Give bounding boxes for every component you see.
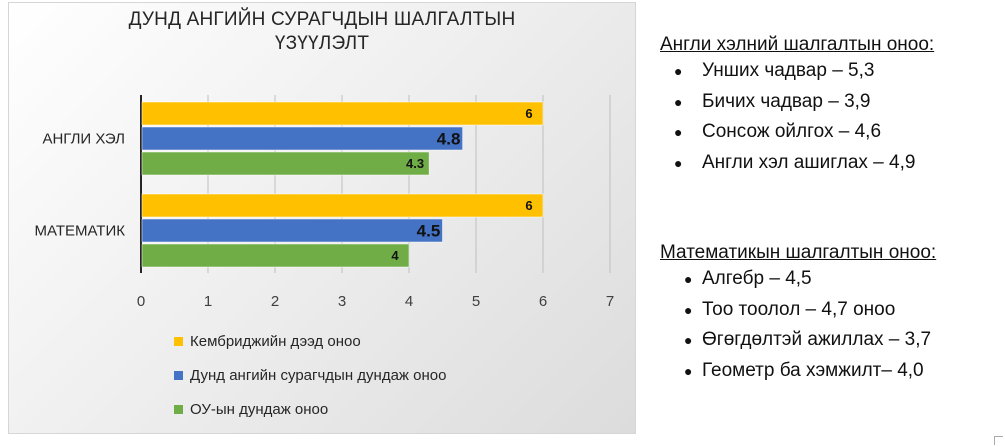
bar [141,243,410,268]
bullet-icon: ● [684,301,693,318]
bullet-icon: ● [674,93,683,110]
list-item: ● Тоо тоолол – 4,7 оноо [660,295,936,326]
list-item: ● Геометр ба хэмжилт– 4,0 [660,356,936,387]
bullet-icon: ● [674,63,683,79]
category-label: АНГЛИ ХЭЛ [42,131,125,148]
math-score-item-1: Алгебр – 4,5 [702,268,812,289]
category-label: МАТЕМАТИК [34,223,125,240]
english-score-item-3: Сонсож ойлгох – 4,6 [702,121,882,142]
bullet-icon: ● [674,124,683,140]
bullet-icon: ● [684,332,693,348]
data-label: 6 [525,198,532,213]
legend-item-international-average: ОУ-ын дундаж оноо [174,399,328,419]
bar-chart-plot: 0 1 2 3 4 5 6 7 6 4.8 4.3 АНГЛИ ХЭЛ 6 4.5 4 МАТЕМАТИК [34,95,614,310]
corner-mark [994,436,1003,445]
english-score-item-2: Бичих чадвар – 3,9 [702,90,871,112]
legend-label-cambridge: Кембриджийн дээд оноо [190,332,361,350]
english-scores-heading: Англи хэлний шалгалтын оноо: [660,34,935,55]
bar [141,101,544,126]
list-item: ● Англи хэл ашиглах – 4,9 [660,148,934,179]
legend-item-school-average: Дунд ангийн сурагчдын дундаж оноо [174,365,446,385]
math-scores-list: ● Алгебр – 4,5 ● Тоо тоолол – 4,7 оноо ● Өг… [660,264,936,386]
math-score-item-2: Тоо тоолол – 4,7 оноо [702,298,896,320]
bar [141,126,463,151]
bullet-icon: ● [684,271,693,287]
chart-title-line-2: ҮЗҮҮЛЭЛТ [274,33,370,54]
english-scores-list: ● Унших чадвар – 5,3 ● Бичих чадвар – 3,9 … [660,56,934,178]
list-item: ● Сонсож ойлгох – 4,6 [660,117,934,148]
list-item: ● Алгебр – 4,5 [660,264,936,295]
list-item: ● Өгөгдөлтэй ажиллах – 3,7 [660,325,936,356]
english-score-item-4: Англи хэл ашиглах – 4,9 [702,151,916,173]
legend-label-school-average: Дунд ангийн сурагчдын дундаж оноо [190,366,447,384]
english-score-item-1: Унших чадвар – 5,3 [702,60,875,81]
data-label: 4.8 [437,130,461,149]
data-label: 4.3 [406,156,424,171]
x-tick-label: 2 [271,293,279,310]
x-tick-label: 7 [606,293,614,310]
math-score-item-4: Геометр ба хэмжилт– 4,0 [702,359,924,381]
english-scores-block: Англи хэлний шалгалтын оноо: ● Унших чадв… [660,34,934,178]
data-label: 4.5 [417,222,441,241]
legend-swatch-cambridge [174,336,183,346]
chart-panel: ДУНД АНГИЙН СУРАГЧДЫН ШАЛГАЛТЫН ҮЗҮҮЛЭЛТ… [8,2,636,434]
math-score-item-3: Өгөгдөлтэй ажиллах – 3,7 [702,329,932,350]
x-tick-label: 3 [338,293,346,310]
data-label: 4 [391,248,399,263]
x-tick-label: 1 [204,293,212,310]
bar [141,193,544,218]
legend-swatch-school-average [174,370,183,380]
legend-swatch-international-average [174,404,183,414]
bar [141,151,430,176]
x-tick-label: 5 [472,293,480,310]
legend-item-cambridge: Кембриджийн дээд оноо [174,331,361,351]
bar [141,218,443,243]
math-scores-block: Математикын шалгалтын оноо: ● Алгебр – 4,… [660,242,936,386]
bullet-icon: ● [674,154,683,171]
x-tick-label: 4 [405,293,413,310]
x-tick-label: 6 [539,293,547,310]
chart-title-line-1: ДУНД АНГИЙН СУРАГЧДЫН ШАЛГАЛТЫН [128,9,516,30]
math-scores-heading: Математикын шалгалтын оноо: [660,242,937,263]
list-item: ● Унших чадвар – 5,3 [660,56,934,87]
x-tick-label: 0 [137,293,145,310]
legend-label-international-average: ОУ-ын дундаж оноо [190,400,329,418]
data-label: 6 [525,106,532,121]
bullet-icon: ● [684,362,693,379]
list-item: ● Бичих чадвар – 3,9 [660,87,934,118]
